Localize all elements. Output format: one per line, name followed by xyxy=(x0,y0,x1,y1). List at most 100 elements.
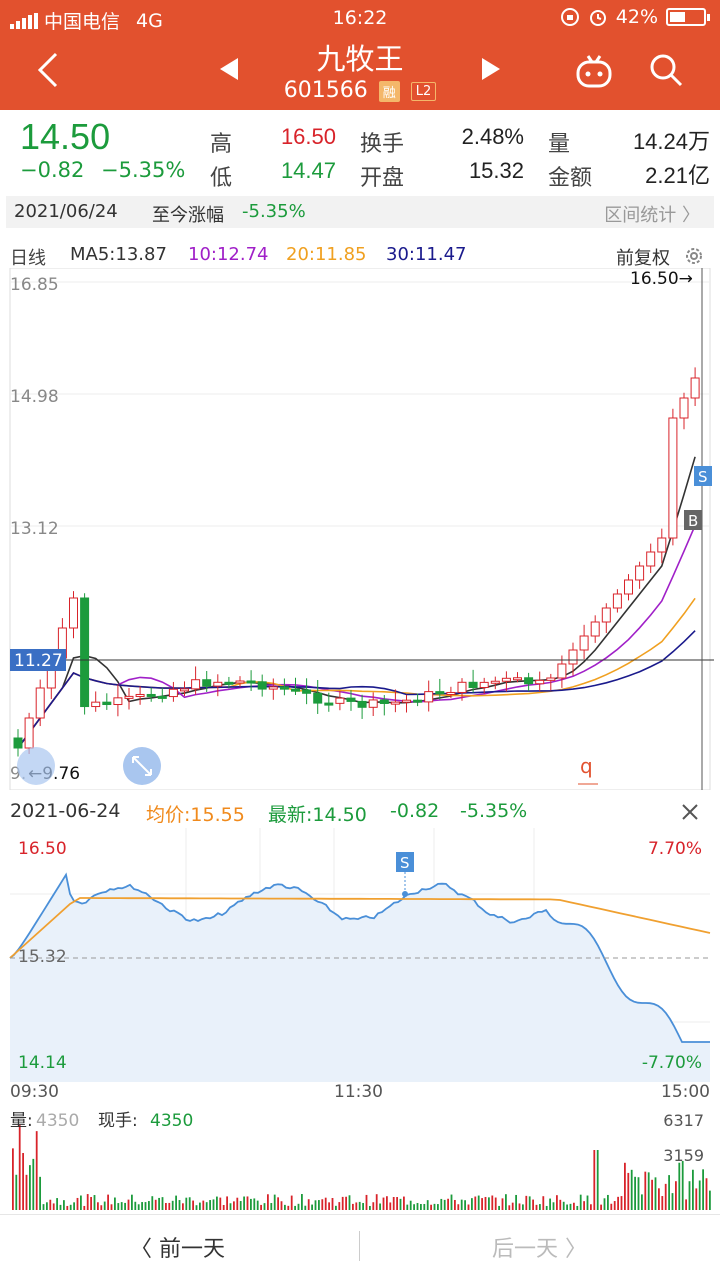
candle xyxy=(524,672,534,691)
search-icon[interactable] xyxy=(648,52,684,88)
volume-bar xyxy=(379,1203,381,1210)
candle xyxy=(668,408,678,546)
y-tick-2: 14.98 xyxy=(10,387,59,407)
candle xyxy=(612,589,622,613)
volume-bar xyxy=(447,1198,449,1210)
volume-bar xyxy=(97,1202,99,1210)
battery-icon xyxy=(666,8,710,26)
candle xyxy=(135,686,145,705)
volume-bar xyxy=(324,1197,327,1210)
volume-bar xyxy=(222,1204,225,1210)
volume-bar xyxy=(345,1196,347,1210)
volume-bar xyxy=(590,1204,592,1210)
buy-marker: B xyxy=(684,510,702,530)
volume-bar xyxy=(239,1201,242,1210)
candle xyxy=(546,673,556,691)
volume-bar xyxy=(664,1183,667,1210)
intraday-y-top: 16.50 xyxy=(18,839,67,859)
quote-panel: 14.50 −0.82 −5.35% 高 16.50 低 14.47 换手 2.… xyxy=(0,110,720,196)
range-date: 2021/06/24 xyxy=(14,201,118,222)
volume-bar xyxy=(182,1203,184,1210)
robot-assistant-icon[interactable] xyxy=(574,52,614,90)
volume-bar xyxy=(148,1201,150,1210)
expand-button[interactable] xyxy=(123,747,161,785)
volume-bars xyxy=(12,1124,711,1210)
volume-bar xyxy=(698,1180,701,1210)
margin-tag: 融 xyxy=(378,80,400,102)
volume-bar xyxy=(15,1174,18,1210)
intraday-price-line xyxy=(9,872,710,1043)
volume-label-value: 4350 xyxy=(36,1111,79,1131)
volume-bar xyxy=(229,1203,232,1210)
range-value: -5.35% xyxy=(242,201,306,222)
candle xyxy=(346,690,356,711)
volume-bar xyxy=(267,1194,269,1210)
candle xyxy=(501,671,511,692)
close-icon[interactable] xyxy=(680,802,700,822)
volume-bar xyxy=(457,1204,460,1210)
volume-bar xyxy=(280,1201,283,1210)
volume-bar xyxy=(688,1181,691,1210)
candle xyxy=(601,603,611,634)
candle xyxy=(535,671,545,692)
next-day-button[interactable]: 后一天 〉 xyxy=(492,1237,587,1262)
intraday-chart[interactable]: 16.50 15.32 14.14 7.70% -7.70% S 09:30 1… xyxy=(0,828,720,1108)
price-change-pct: −5.35% xyxy=(101,158,186,182)
turnover-value: 2.48% xyxy=(461,124,524,149)
volume-bar xyxy=(440,1198,443,1210)
volume-bar xyxy=(120,1202,123,1210)
volume-bar xyxy=(80,1195,82,1210)
volume-bar xyxy=(56,1198,58,1210)
candle xyxy=(124,687,134,710)
candle xyxy=(557,655,567,688)
q-marker: q xyxy=(580,754,593,778)
volume-bar xyxy=(552,1202,555,1210)
period-selector[interactable]: 日线 xyxy=(10,248,46,269)
settings-gear-icon[interactable] xyxy=(684,246,704,266)
app-header: 中国电信 4G 16:22 42% 九牧王 601566 融 L2 xyxy=(0,0,720,110)
volume-bar xyxy=(624,1162,626,1210)
volume-bar xyxy=(39,1176,41,1210)
volume-bar xyxy=(654,1177,657,1210)
prev-day-button[interactable]: 〈 前一天 xyxy=(130,1237,225,1262)
volume-bar xyxy=(66,1205,69,1210)
volume-bar xyxy=(348,1195,351,1210)
volume-bar xyxy=(675,1181,677,1210)
candle xyxy=(590,615,600,643)
status-bar: 中国电信 4G 16:22 42% xyxy=(0,0,720,36)
y-tick-top: 16.85 xyxy=(10,275,59,295)
volume-bar xyxy=(49,1199,52,1210)
back-arrow-icon[interactable] xyxy=(30,50,66,90)
volume-bar xyxy=(69,1204,72,1210)
volume-bar xyxy=(250,1198,252,1210)
prev-stock-button[interactable] xyxy=(220,58,238,80)
range-label: 至今涨幅 xyxy=(152,205,224,226)
zoom-button[interactable] xyxy=(17,747,55,785)
volume-bar xyxy=(110,1204,113,1210)
next-stock-button[interactable] xyxy=(482,58,500,80)
volume-bar xyxy=(658,1188,660,1210)
volume-bar xyxy=(219,1197,222,1210)
volume-bar xyxy=(301,1194,303,1210)
intraday-latest: 最新:14.50 xyxy=(268,804,367,826)
clock: 16:22 xyxy=(332,7,388,29)
intraday-header: 2021-06-24 均价:15.55 最新:14.50 -0.82 -5.35… xyxy=(0,794,720,828)
kline-chart[interactable]: 16.85 14.98 13.12 11.27 16.50→ 9. ←9.76 … xyxy=(0,268,720,790)
amount-label: 金额 xyxy=(548,166,593,191)
volume-bar xyxy=(358,1201,361,1210)
interval-stats-button[interactable]: 区间统计 〉 xyxy=(604,205,700,226)
candle xyxy=(302,678,312,705)
candle xyxy=(690,367,700,406)
volume-bar xyxy=(556,1195,558,1210)
volume-bar xyxy=(100,1205,103,1210)
candle xyxy=(146,687,156,702)
adjust-selector[interactable]: 前复权 xyxy=(616,248,670,269)
volume-bar xyxy=(25,1174,28,1210)
volume-bar xyxy=(454,1199,456,1210)
volume-bar xyxy=(154,1199,157,1210)
low-value: 14.47 xyxy=(280,158,336,183)
volume-bar xyxy=(185,1197,188,1210)
volume-bar xyxy=(22,1153,24,1210)
volume-bar xyxy=(630,1169,633,1210)
volume-bar xyxy=(107,1194,109,1210)
